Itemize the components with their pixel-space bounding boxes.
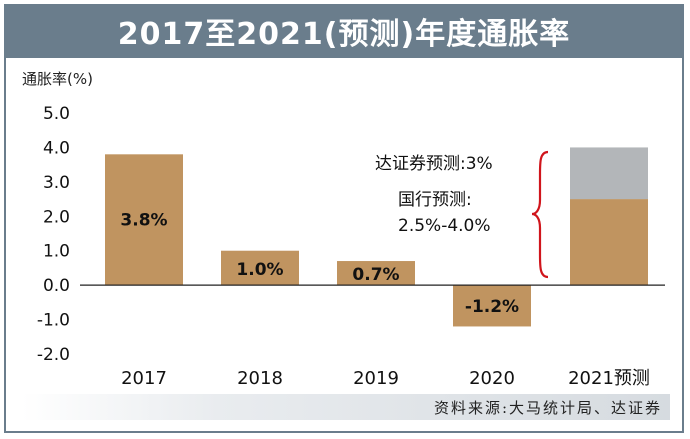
- x-tick-label: 2017: [121, 368, 167, 389]
- annotation-line-1: 达证券预测:3%: [375, 154, 493, 174]
- source-bar: 资料来源:大马统计局、达证券: [22, 394, 670, 420]
- y-tick-label: 0.0: [43, 276, 70, 296]
- bar-2019: [337, 261, 415, 286]
- bar-2020: [453, 285, 531, 327]
- bar-2018: [221, 250, 299, 286]
- y-tick-label: 5.0: [43, 104, 70, 124]
- y-tick-label: -1.0: [37, 311, 70, 331]
- y-tick-label: -2.0: [37, 345, 70, 365]
- annotation-line-2: 国行预测:: [398, 190, 472, 210]
- y-tick-label: 3.0: [43, 173, 70, 193]
- y-tick-label: 2.0: [43, 207, 70, 227]
- data-label: 3.8%: [120, 211, 167, 231]
- bar-2017: [105, 154, 183, 286]
- annotation-brace: [531, 150, 549, 279]
- annotation-line-3: 2.5%-4.0%: [398, 216, 491, 236]
- data-label: 0.7%: [352, 265, 399, 285]
- data-label: -1.2%: [465, 297, 519, 317]
- x-tick-label: 2019: [353, 368, 399, 389]
- x-tick-label: 2021预测: [568, 368, 650, 389]
- y-axis-label: 通胀率(%): [22, 70, 93, 88]
- bar-2021预测: [570, 199, 648, 286]
- chart-title: 2017至2021(预测)年度通胀率: [4, 4, 684, 58]
- forecast-range-bar: [570, 147, 648, 200]
- x-tick-label: 2018: [237, 368, 283, 389]
- x-tick-label: 2020: [469, 368, 515, 389]
- data-label: 1.0%: [236, 260, 283, 280]
- source-text: 资料来源:大马统计局、达证券: [433, 399, 662, 417]
- y-tick-label: 4.0: [43, 138, 70, 158]
- y-tick-label: 1.0: [43, 242, 70, 262]
